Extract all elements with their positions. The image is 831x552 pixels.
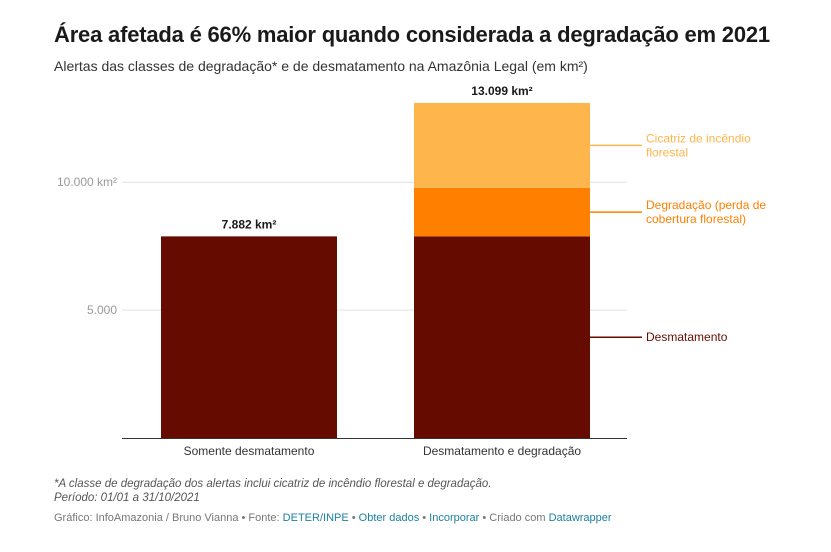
footer-credits: Gráfico: InfoAmazonia / Bruno Vianna • F… [54,512,283,524]
y-tick-label: 10.000 km² [57,175,117,189]
embed-link[interactable]: Incorporar [429,512,480,524]
chart-footer: Gráfico: InfoAmazonia / Bruno Vianna • F… [54,512,612,524]
footnote-degradation: *A classe de degradação dos alertas incl… [54,478,492,490]
bar-segment [414,102,590,188]
bar-segment [161,236,337,438]
footnote-period: Período: 01/01 a 31/10/2021 [54,492,200,504]
series-label: florestal [646,145,688,159]
bar-segment [414,236,590,438]
bar-total-label: 7.882 km² [222,217,277,231]
series-label: Cicatriz de incêndio [646,131,751,145]
x-category-label: Desmatamento e degradação [423,444,581,458]
x-category-label: Somente desmatamento [184,444,315,458]
source-link[interactable]: DETER/INPE [282,512,349,524]
series-label: Desmatamento [646,330,728,344]
bar-segment [414,187,590,237]
chart-subtitle: Alertas das classes de degradação* e de … [54,58,588,74]
series-label: Degradação (perda de [646,198,766,212]
series-label: cobertura florestal) [646,212,746,226]
y-tick-label: 5.000 [87,303,117,317]
chart-title: Área afetada é 66% maior quando consider… [54,22,770,47]
bar-total-label: 13.099 km² [471,84,532,98]
footer-separator: • [419,512,430,524]
footer-made-with: • Criado com [479,512,549,524]
footer-separator: • [348,512,359,524]
datawrapper-link[interactable]: Datawrapper [548,512,612,524]
get-data-link[interactable]: Obter dados [358,512,420,524]
